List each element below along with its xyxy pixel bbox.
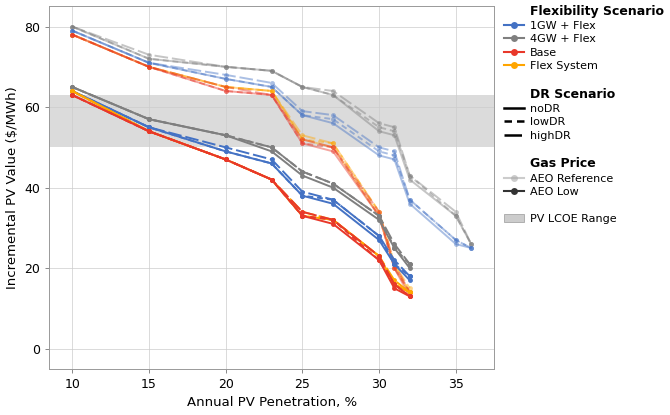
Y-axis label: Incremental PV Value ($/MWh): Incremental PV Value ($/MWh) xyxy=(5,86,19,289)
Bar xyxy=(49,95,494,147)
Legend: Flexibility Scenario, 1GW + Flex, 4GW + Flex, Base, Flex System, , DR Scenario, : Flexibility Scenario, 1GW + Flex, 4GW + … xyxy=(504,5,664,224)
X-axis label: Annual PV Penetration, %: Annual PV Penetration, % xyxy=(186,396,356,410)
